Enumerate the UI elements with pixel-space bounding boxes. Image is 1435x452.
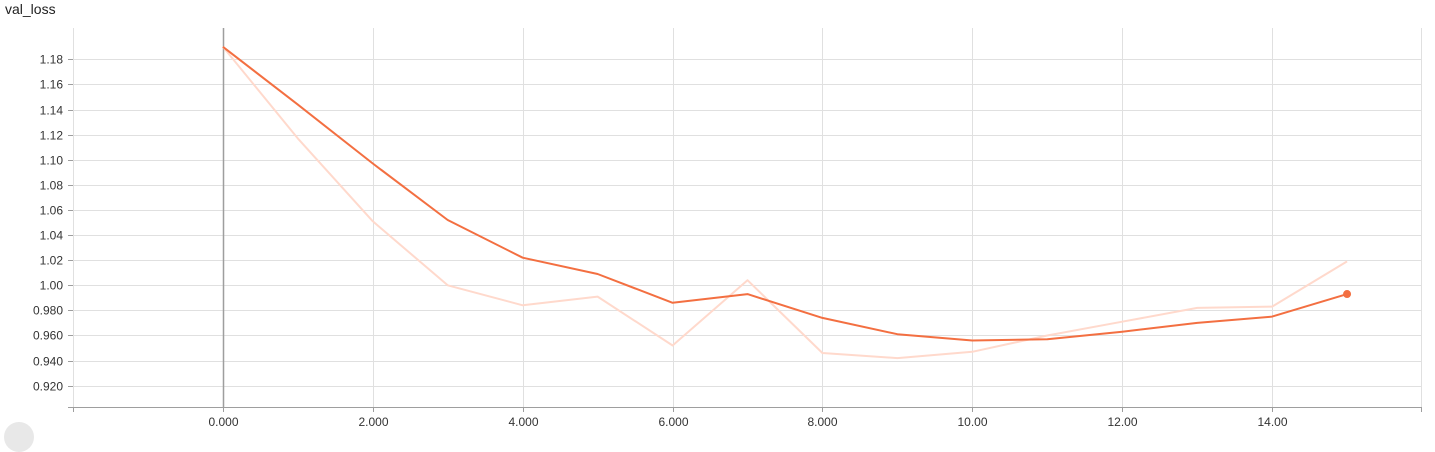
- y-tick-label: 0.920: [33, 380, 63, 394]
- chart-title: val_loss: [5, 1, 56, 17]
- y-tick-label: 1.12: [40, 129, 64, 143]
- y-tick-label: 1.00: [40, 279, 64, 293]
- y-tick-label: 1.14: [40, 104, 64, 118]
- x-tick-label: 4.000: [508, 415, 538, 429]
- x-tick-label: 12.00: [1107, 415, 1137, 429]
- x-tick-label: 0.000: [208, 415, 238, 429]
- y-tick-label: 0.940: [33, 355, 63, 369]
- y-tick-label: 1.08: [40, 179, 64, 193]
- raw-series-line: [222, 46, 1348, 360]
- y-tick-label: 0.960: [33, 329, 63, 343]
- y-tick-label: 1.04: [40, 229, 64, 243]
- smoothed-series-line: [222, 46, 1348, 342]
- axes: [68, 28, 1422, 412]
- grid: [73, 28, 1422, 407]
- y-tick-label: 0.980: [33, 304, 63, 318]
- x-tick-label: 2.000: [358, 415, 388, 429]
- y-tick-label: 1.18: [40, 53, 64, 67]
- tick-labels: 0.920 0.940 0.960 0.980 1.00 1.02 1.04 1.06 1.08…: [33, 53, 1288, 430]
- x-tick-label: 14.00: [1257, 415, 1287, 429]
- last-point-marker[interactable]: [1343, 290, 1352, 299]
- y-tick-label: 1.10: [40, 154, 64, 168]
- line-chart: 0.920 0.940 0.960 0.980 1.00 1.02 1.04 1.06 1.08…: [33, 28, 1422, 430]
- y-tick-label: 1.02: [40, 254, 64, 268]
- y-tick-label: 1.16: [40, 78, 64, 92]
- x-tick-label: 10.00: [957, 415, 987, 429]
- series: [222, 46, 1352, 360]
- x-tick-label: 8.000: [807, 415, 837, 429]
- expand-button[interactable]: [4, 422, 34, 452]
- x-tick-label: 6.000: [658, 415, 688, 429]
- y-tick-label: 1.06: [40, 204, 64, 218]
